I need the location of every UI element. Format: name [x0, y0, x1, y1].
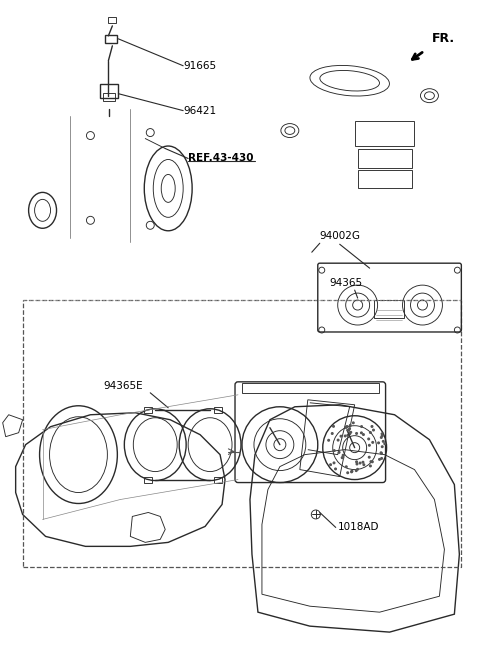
Text: 96421: 96421: [183, 105, 216, 116]
Circle shape: [381, 433, 383, 435]
Circle shape: [381, 453, 382, 455]
Bar: [358, 149, 411, 168]
Circle shape: [342, 457, 344, 458]
Circle shape: [351, 470, 353, 472]
Circle shape: [328, 440, 329, 441]
Text: 91665: 91665: [183, 61, 216, 71]
Circle shape: [349, 433, 350, 434]
Text: 94002G: 94002G: [320, 231, 361, 241]
Bar: [100, 84, 119, 98]
Circle shape: [350, 432, 351, 433]
Bar: [242, 383, 379, 393]
Circle shape: [356, 433, 358, 434]
Bar: [106, 35, 117, 43]
Circle shape: [361, 426, 362, 427]
Circle shape: [369, 457, 370, 458]
Circle shape: [351, 471, 352, 473]
Circle shape: [383, 441, 384, 442]
Circle shape: [363, 434, 364, 436]
Circle shape: [340, 436, 342, 437]
Circle shape: [372, 429, 374, 431]
Circle shape: [337, 440, 339, 441]
Bar: [355, 121, 415, 145]
Text: REF.43-430: REF.43-430: [188, 153, 253, 164]
Circle shape: [341, 457, 343, 458]
Circle shape: [347, 472, 348, 474]
Circle shape: [380, 452, 382, 453]
Circle shape: [372, 461, 373, 462]
Bar: [108, 17, 116, 23]
Circle shape: [335, 468, 336, 470]
Circle shape: [346, 466, 347, 468]
Circle shape: [382, 446, 383, 447]
Circle shape: [349, 428, 350, 430]
Circle shape: [370, 432, 371, 434]
Circle shape: [334, 450, 335, 451]
Bar: [373, 300, 404, 318]
Circle shape: [369, 445, 370, 446]
Circle shape: [355, 470, 357, 472]
Circle shape: [333, 462, 335, 464]
Circle shape: [356, 463, 358, 465]
Circle shape: [381, 437, 382, 438]
Circle shape: [347, 434, 348, 436]
Circle shape: [360, 432, 362, 434]
Circle shape: [382, 435, 383, 436]
Bar: [214, 407, 222, 413]
Circle shape: [371, 426, 373, 427]
Circle shape: [349, 424, 351, 426]
Circle shape: [338, 451, 340, 453]
Circle shape: [330, 464, 331, 466]
Circle shape: [346, 426, 347, 428]
Bar: [144, 477, 152, 483]
Circle shape: [356, 461, 358, 462]
Circle shape: [352, 422, 354, 424]
Circle shape: [384, 443, 385, 445]
Circle shape: [344, 435, 346, 437]
Circle shape: [362, 461, 364, 463]
Circle shape: [347, 430, 348, 431]
Circle shape: [381, 458, 383, 459]
Text: FR.: FR.: [432, 32, 455, 45]
Circle shape: [370, 461, 372, 462]
Circle shape: [368, 438, 370, 440]
Circle shape: [379, 458, 380, 460]
Text: 1018AD: 1018AD: [338, 523, 379, 533]
Circle shape: [363, 464, 365, 466]
Circle shape: [357, 468, 359, 470]
Bar: [103, 92, 115, 101]
Bar: [214, 477, 222, 483]
Bar: [144, 407, 152, 413]
Circle shape: [370, 465, 371, 467]
Bar: [23, 300, 461, 567]
Circle shape: [347, 426, 348, 427]
Circle shape: [333, 426, 334, 427]
Bar: [358, 170, 411, 189]
Circle shape: [345, 426, 347, 428]
Circle shape: [342, 455, 344, 456]
Circle shape: [372, 441, 373, 443]
Circle shape: [332, 433, 333, 434]
Circle shape: [378, 442, 379, 443]
Text: 94365: 94365: [330, 278, 363, 288]
Text: 94365E: 94365E: [103, 381, 143, 391]
Circle shape: [359, 462, 361, 464]
